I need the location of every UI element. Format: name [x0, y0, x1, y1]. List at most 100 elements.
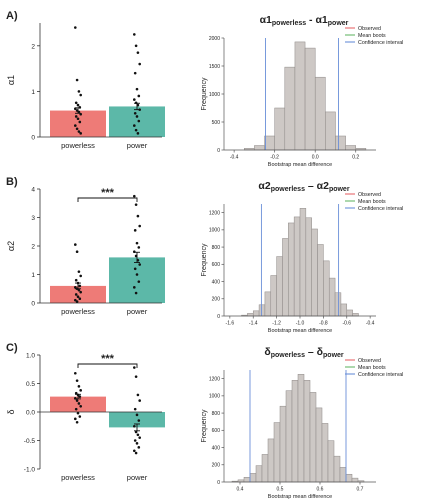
- histogram-bin: [293, 216, 301, 317]
- y-tick-label: 200: [212, 463, 221, 469]
- data-point: [79, 132, 82, 135]
- histogram-bin: [309, 392, 317, 483]
- x-tick-label: 0.0: [312, 155, 319, 161]
- significance-bracket: [77, 197, 138, 202]
- data-point: [137, 94, 141, 98]
- panel-label: A): [6, 10, 18, 22]
- histogram-bin: [276, 256, 283, 317]
- data-point: [76, 103, 80, 107]
- histogram-bin: [261, 454, 269, 483]
- histogram-bin: [282, 238, 289, 317]
- data-point: [136, 103, 140, 107]
- data-point: [78, 297, 82, 301]
- data-point: [133, 407, 137, 411]
- histogram: α1powerless - α1power -0.4 -0.2 0.0 0.2 0 500 1…: [201, 14, 403, 168]
- data-point: [74, 286, 77, 289]
- y-tick-label: 1000: [209, 92, 220, 98]
- data-point: [74, 124, 77, 127]
- panel-label: B): [6, 176, 18, 188]
- y-tick-label: 1: [31, 89, 35, 96]
- y-axis-label: Frequency: [201, 243, 208, 277]
- y-axis-label: Frequency: [201, 77, 208, 111]
- y-tick-label: 1000: [209, 228, 220, 234]
- data-point: [133, 424, 136, 428]
- y-tick-label: 4: [31, 187, 35, 194]
- data-point: [79, 405, 82, 408]
- y-tick-label: 0: [31, 135, 35, 142]
- bar-powerless: [50, 285, 106, 303]
- y-tick-label: 1500: [209, 64, 220, 70]
- data-point: [136, 393, 140, 397]
- data-point: [78, 106, 82, 109]
- histogram-bin: [297, 374, 305, 483]
- bar-chart: 0 1 2 3 4 α2 powerless power ***: [6, 187, 165, 316]
- histogram-bin: [321, 423, 329, 483]
- data-point: [134, 44, 138, 48]
- data-point: [133, 250, 136, 253]
- y-axis-label: α1: [6, 75, 16, 85]
- histogram-bin: [284, 66, 296, 151]
- panel-label: C): [6, 342, 18, 354]
- data-point: [76, 393, 80, 397]
- y-tick-label: 400: [212, 279, 221, 285]
- data-point: [137, 446, 141, 449]
- legend-entry: Mean boots: [358, 33, 386, 39]
- data-point: [135, 87, 139, 91]
- data-point: [75, 127, 79, 131]
- histogram-bin: [305, 217, 312, 317]
- histogram-bin: [314, 76, 326, 151]
- histogram-bin: [339, 467, 347, 483]
- histogram-bin: [315, 407, 323, 483]
- significance-label: ***: [101, 187, 115, 199]
- data-point: [133, 267, 137, 271]
- y-tick-label: 1200: [209, 376, 220, 382]
- data-point: [133, 366, 136, 369]
- data-point: [76, 281, 80, 285]
- histogram-bin: [323, 260, 330, 317]
- y-tick-label: 200: [212, 297, 221, 303]
- category-label: powerless: [61, 141, 95, 150]
- data-point: [138, 62, 141, 66]
- histogram-bin: [288, 222, 295, 317]
- histogram-bin: [274, 107, 286, 151]
- data-point: [74, 293, 78, 296]
- data-point: [134, 451, 138, 455]
- data-point: [74, 115, 78, 118]
- x-tick-label: -0.6: [342, 321, 351, 327]
- data-point: [137, 419, 141, 422]
- panel-2: B) 0 1 2 3 4 α2 powerless power *** α2powerless – …: [6, 176, 403, 334]
- histogram-bin: [243, 477, 251, 483]
- data-point: [138, 436, 141, 439]
- y-tick-label: 800: [212, 245, 221, 251]
- data-point: [135, 273, 139, 276]
- histogram-bin: [352, 313, 359, 317]
- x-tick-label: 0.2: [352, 155, 359, 161]
- data-point: [77, 110, 81, 114]
- data-point: [79, 274, 82, 278]
- y-tick-label: 500: [212, 120, 221, 126]
- data-point: [133, 194, 136, 198]
- histogram-bin: [351, 477, 359, 483]
- histogram-bin: [327, 440, 335, 483]
- histogram-bin: [285, 390, 293, 483]
- data-point: [136, 214, 140, 218]
- histogram-title: α2powerless – α2power: [258, 180, 349, 193]
- x-tick-label: -0.4: [366, 321, 375, 327]
- data-point: [77, 90, 81, 93]
- data-point: [78, 395, 82, 398]
- data-point: [74, 107, 77, 111]
- data-point: [78, 284, 82, 288]
- y-tick-label: 2: [31, 43, 35, 50]
- histogram-bin: [299, 208, 307, 317]
- data-point: [79, 112, 82, 116]
- data-point: [74, 371, 77, 375]
- x-tick-label: -1.2: [272, 321, 281, 327]
- x-axis-label: Bootstrap mean difference: [268, 494, 332, 500]
- data-point: [138, 224, 141, 228]
- data-point: [77, 288, 81, 292]
- legend-entry: Observed: [358, 26, 381, 32]
- data-point: [135, 241, 139, 245]
- x-tick-label: -0.2: [270, 155, 279, 161]
- histogram-bin: [333, 455, 341, 483]
- histogram-bin: [317, 244, 324, 317]
